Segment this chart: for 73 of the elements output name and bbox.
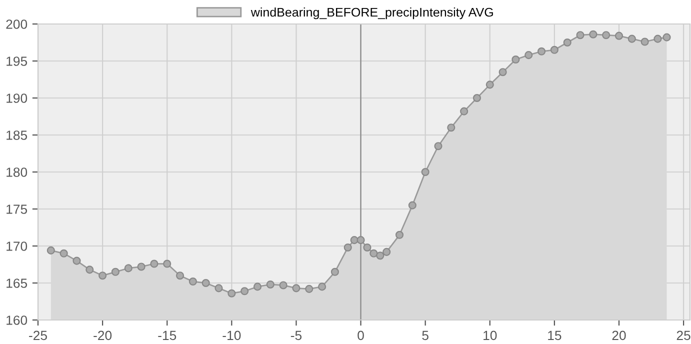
point	[370, 249, 378, 258]
point	[350, 236, 358, 244]
point	[589, 30, 598, 38]
point	[202, 278, 210, 288]
point	[395, 230, 404, 239]
x-tick-label: 5	[422, 330, 428, 340]
point	[188, 277, 197, 286]
point	[421, 168, 430, 176]
point	[614, 32, 624, 40]
point	[279, 281, 288, 290]
point	[86, 266, 94, 274]
point	[111, 268, 120, 276]
point	[137, 262, 146, 271]
x-tick-label: 10	[484, 330, 497, 340]
point	[305, 284, 314, 293]
point	[563, 38, 572, 47]
y-tick-label: 175	[6, 204, 28, 214]
x-tick-label: -15	[158, 330, 176, 340]
point	[628, 34, 636, 43]
x-tick-label: 0	[358, 330, 364, 340]
y-tick-label: 200	[6, 20, 28, 29]
x-tick-label: 20	[612, 330, 626, 340]
y-tick-label: 160	[6, 316, 28, 325]
point	[538, 47, 546, 56]
point	[486, 80, 494, 89]
point	[150, 260, 158, 268]
y-tick-label: 195	[6, 56, 28, 66]
point	[382, 248, 391, 256]
point	[472, 94, 481, 102]
point	[447, 124, 456, 132]
point	[214, 284, 223, 292]
point	[550, 46, 558, 54]
point	[72, 256, 81, 265]
x-tick-label: -10	[222, 330, 241, 340]
x-tick-label: -5	[290, 330, 302, 340]
point	[640, 38, 649, 46]
y-tick-label: 165	[6, 278, 28, 288]
point	[363, 243, 372, 252]
point	[318, 282, 326, 291]
point	[654, 34, 662, 43]
point	[602, 31, 610, 40]
point	[330, 268, 339, 276]
point	[228, 289, 236, 298]
point	[253, 282, 262, 291]
legend-label: windBearing_BEFORE_precipIntensity AVG	[250, 8, 493, 20]
y-tick-label: 170	[6, 242, 28, 251]
point	[408, 201, 416, 210]
point	[356, 236, 365, 244]
point	[46, 246, 55, 254]
x-tick-label: -20	[94, 330, 112, 340]
point	[512, 55, 520, 64]
point	[266, 280, 274, 289]
point	[576, 31, 584, 40]
x-tick-label: -25	[29, 330, 47, 340]
y-tick-label: 185	[6, 130, 28, 140]
y-tick-label: 180	[6, 168, 28, 177]
y-tick-label: 190	[6, 94, 28, 103]
point	[434, 142, 442, 150]
x-tick-label: 15	[548, 330, 562, 340]
x-tick-label: 25	[676, 330, 690, 340]
point	[176, 272, 184, 280]
point	[292, 284, 300, 292]
point	[460, 107, 468, 116]
point	[98, 272, 107, 280]
point	[240, 287, 249, 296]
point	[163, 260, 172, 268]
point	[524, 51, 533, 60]
point	[60, 249, 68, 258]
point	[376, 252, 384, 260]
point	[124, 264, 132, 272]
point	[498, 68, 507, 76]
point	[344, 243, 352, 252]
point	[662, 33, 671, 42]
